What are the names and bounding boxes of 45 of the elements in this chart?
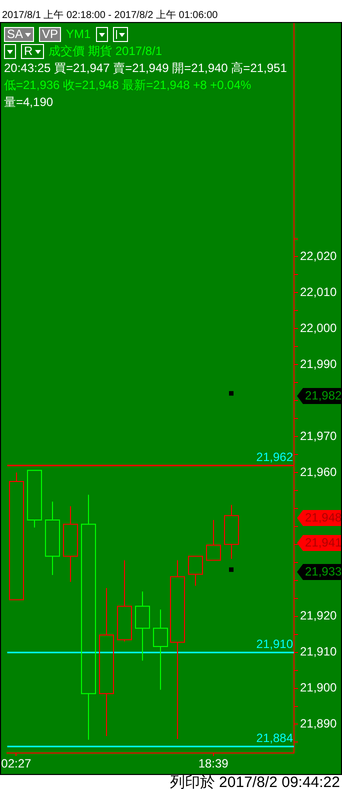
x-tick-label: 18:39 (198, 756, 229, 771)
candlestick (135, 591, 150, 662)
dropdown-button: SA (4, 27, 34, 42)
candlestick (81, 494, 96, 740)
text: 21,941 (305, 535, 342, 550)
annotation: SA (7, 26, 24, 43)
ref-line-label: 21,962 (256, 450, 294, 464)
text: 21,948 (305, 510, 342, 524)
candlestick (99, 587, 114, 737)
ref-line-label: 21,910 (256, 636, 294, 651)
toggle-button: VP (39, 27, 62, 42)
annotation: 低=21,936 收=21,948 最新=21,948 +8 +0.04% (4, 77, 252, 94)
candlestick (117, 560, 132, 642)
annotation: 量=4,190 (4, 94, 54, 111)
y-tick-label: 21,960 (300, 464, 338, 479)
y-tick-label: 21,900 (300, 680, 338, 695)
y-tick-label: 22,000 (300, 320, 338, 335)
candlestick (153, 609, 168, 690)
text: 21,933 (305, 564, 342, 578)
y-tick-label: 21,910 (300, 644, 338, 659)
candlestick (170, 560, 185, 740)
y-tick-label: 21,890 (300, 716, 338, 731)
chart-title: 2017/8/1 上午 02:18:00 - 2017/8/2 上午 01:06:00 (2, 8, 218, 22)
y-tick-label: 21,970 (300, 428, 338, 443)
candlestick (188, 556, 203, 586)
candlestick (206, 519, 221, 561)
candlestick (45, 501, 60, 576)
candlestick (27, 470, 42, 528)
text: 列印於 2017/8/2 09:44:22 (170, 773, 340, 789)
candlestick (224, 504, 239, 560)
annotation: VP (42, 26, 58, 43)
text: 21,982 (305, 388, 342, 402)
y-tick-label: 22,010 (300, 285, 338, 300)
candlestick (9, 472, 24, 600)
candlestick (63, 506, 78, 582)
annotation: YM1 (66, 26, 91, 43)
x-tick-label: 02:27 (1, 756, 32, 771)
annotation: R (24, 43, 33, 60)
annotation: 20:43:25 買=21,947 賣=21,949 開=21,940 高=21,951 (4, 60, 287, 77)
y-tick-label: 22,020 (300, 249, 338, 264)
dropdown-button: R (21, 44, 44, 59)
y-tick-label: 21,920 (300, 608, 338, 623)
annotation: 成交價 期貨 2017/8/1 (48, 43, 162, 60)
ref-line-label: 21,884 (256, 730, 294, 745)
y-tick-label: 21,990 (300, 356, 338, 371)
